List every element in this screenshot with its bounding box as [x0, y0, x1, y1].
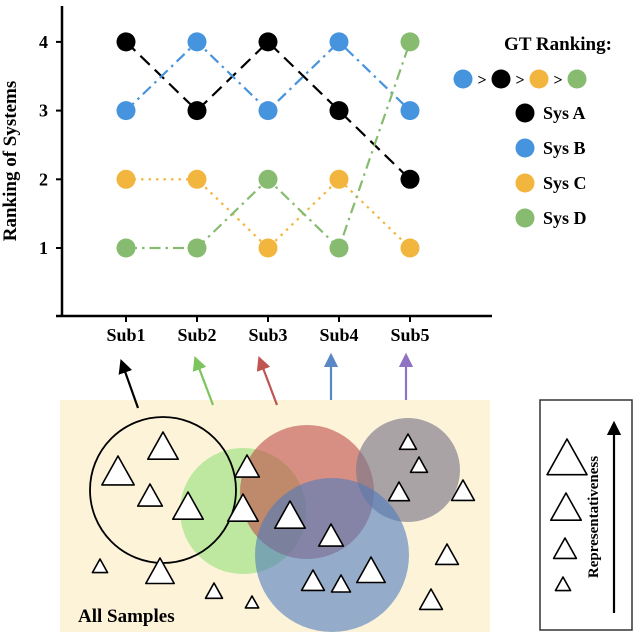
x-tick-label-sub5: Sub5 [390, 325, 429, 345]
data-point-sys-b-sub5 [400, 101, 420, 121]
data-point-sys-b-sub4 [329, 32, 349, 52]
arrow-sub1 [118, 358, 140, 409]
legend-dot-sys-c [515, 173, 535, 193]
x-tick-label-sub4: Sub4 [319, 325, 358, 345]
data-point-sys-a-sub3 [258, 32, 278, 52]
data-point-sys-b-sub3 [258, 101, 278, 121]
data-point-sys-d-sub5 [400, 32, 420, 52]
y-tick-label: 4 [39, 32, 48, 52]
sample-triangle [355, 556, 387, 584]
sample-triangles [91, 431, 476, 611]
representativeness-label: Representativeness [586, 456, 602, 578]
legend-label-sys-c: Sys C [543, 173, 587, 193]
series-line-sys-d [126, 41, 412, 250]
data-point-sys-d-sub2 [187, 238, 207, 258]
scale-triangle-medium [549, 492, 583, 521]
sample-triangle [91, 558, 109, 574]
data-point-sys-a-sub2 [187, 101, 207, 121]
sample-triangle [244, 595, 260, 609]
sample-triangle [227, 493, 260, 522]
gt-rank-separator: > [515, 72, 524, 89]
samples-diagram: All Samples Representativeness [60, 352, 633, 632]
gt-rank-dot-3-sys-c [529, 69, 549, 89]
data-point-sys-c-sub3 [258, 238, 278, 258]
series-line-sys-b [125, 40, 411, 113]
legend-label-sys-b: Sys B [543, 138, 586, 158]
data-point-sys-d-sub4 [329, 238, 349, 258]
data-point-sys-c-sub5 [400, 238, 420, 258]
subset-circle-sub4 [255, 478, 409, 632]
ranking-chart: Ranking of Systems 4 3 2 1 Sub1 Sub2 Sub3 Sub4 Su… [0, 6, 612, 345]
sample-triangle [418, 588, 444, 611]
series-line-sys-a [125, 40, 411, 181]
scale-triangle-small [552, 537, 578, 560]
data-point-sys-c-sub2 [187, 169, 207, 189]
y-tick-label: 3 [39, 101, 48, 121]
scale-triangle-tiny [554, 576, 572, 592]
legend-dot-sys-d [515, 208, 535, 228]
sample-triangle [434, 543, 460, 566]
gt-rank-separator: > [477, 72, 486, 89]
data-point-sys-c-sub4 [329, 169, 349, 189]
x-tick-label-sub2: Sub2 [177, 325, 216, 345]
sample-triangle [233, 454, 261, 478]
sample-triangle [398, 433, 418, 451]
representativeness-triangles [546, 438, 588, 592]
sample-triangle [300, 569, 326, 592]
representativeness-box: Representativeness [539, 399, 633, 631]
sample-triangle [409, 456, 429, 474]
x-tick-label-sub1: Sub1 [106, 325, 145, 345]
gt-rank-dot-4-sys-d [567, 69, 587, 89]
data-point-sys-b-sub1 [116, 101, 136, 121]
all-samples-label: All Samples [78, 606, 175, 627]
legend-dot-sys-b [515, 138, 535, 158]
legend-dot-sys-a [515, 103, 535, 123]
y-tick-label: 2 [39, 169, 48, 189]
sample-triangle [273, 500, 307, 529]
data-point-sys-a-sub4 [329, 101, 349, 121]
sample-triangle [136, 483, 164, 507]
scale-triangle-large [546, 438, 588, 476]
gt-ranking-label: GT Ranking: [504, 34, 612, 55]
gt-rank-dot-2-sys-a [491, 69, 511, 89]
sample-triangle [172, 491, 204, 520]
data-point-sys-d-sub1 [116, 238, 136, 258]
sample-triangle [330, 574, 352, 593]
data-point-sys-a-sub5 [400, 169, 420, 189]
sample-triangle [450, 479, 476, 502]
sample-triangle [101, 455, 135, 486]
y-axis-label: Ranking of Systems [0, 81, 21, 241]
sample-triangle [145, 557, 175, 585]
legend-label-sys-d: Sys D [543, 208, 587, 228]
data-point-sys-a-sub1 [116, 32, 136, 52]
series-line-sys-c [126, 177, 411, 250]
y-tick-label: 1 [39, 238, 48, 258]
gt-rank-dot-1-sys-b [453, 69, 473, 89]
x-tick-label-sub3: Sub3 [248, 325, 287, 345]
sample-triangle [204, 582, 224, 600]
sample-triangle [147, 431, 179, 460]
gt-rank-separator: > [553, 72, 562, 89]
subset-circle-sub5 [356, 418, 460, 522]
data-point-sys-c-sub1 [116, 169, 136, 189]
arrow-sub2 [192, 355, 215, 406]
arrow-sub3 [256, 355, 279, 406]
data-point-sys-b-sub2 [187, 32, 207, 52]
legend-label-sys-a: Sys A [543, 103, 586, 123]
data-point-sys-d-sub3 [258, 169, 278, 189]
sample-triangle [387, 481, 411, 502]
sample-triangle [317, 523, 345, 547]
